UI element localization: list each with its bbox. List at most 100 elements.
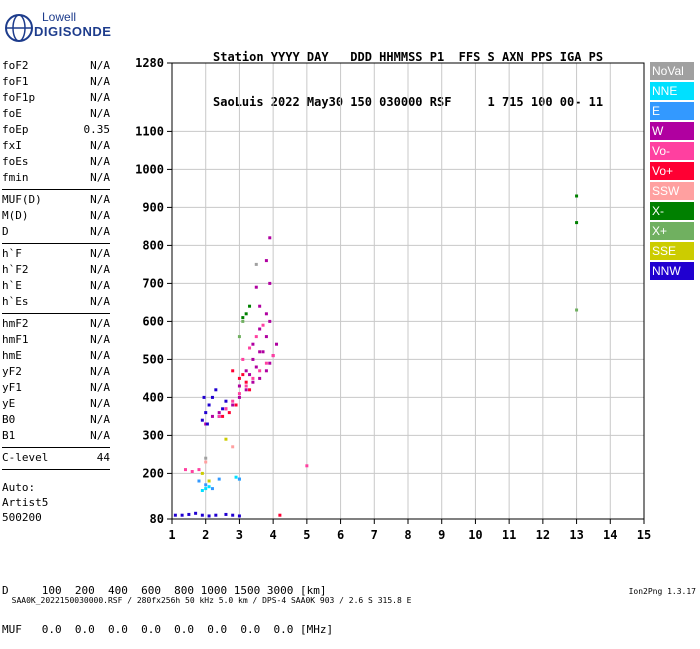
data-point bbox=[224, 437, 228, 441]
param-value: 0.35 bbox=[83, 123, 111, 136]
divider bbox=[2, 469, 110, 470]
y-tick-label: 80 bbox=[150, 512, 164, 526]
param-name: B1 bbox=[2, 429, 16, 442]
data-point bbox=[244, 384, 248, 388]
digisonde-logo: Lowell DIGISONDE bbox=[4, 6, 114, 50]
data-point bbox=[187, 512, 191, 516]
data-point bbox=[254, 285, 258, 289]
data-point bbox=[194, 511, 198, 515]
data-point bbox=[221, 414, 225, 418]
param-name: hmF2 bbox=[2, 317, 29, 330]
param-name: D bbox=[2, 225, 9, 238]
data-point bbox=[258, 376, 262, 380]
data-point bbox=[251, 342, 255, 346]
x-tick-label: 14 bbox=[603, 528, 617, 542]
data-point bbox=[200, 513, 204, 517]
logo-line2: DIGISONDE bbox=[34, 24, 112, 39]
param-value: N/A bbox=[90, 209, 110, 222]
data-point bbox=[200, 471, 204, 475]
param-group-1: foF2 N/A foF1 N/A foF1p N/A foE N/A foEp 0.35 fxI N… bbox=[2, 58, 110, 186]
param-row: foF2 N/A bbox=[2, 58, 110, 74]
param-row: yE N/A bbox=[2, 396, 110, 412]
data-point bbox=[251, 357, 255, 361]
param-name: yF1 bbox=[2, 381, 22, 394]
muf-row: MUF 0.0 0.0 0.0 0.0 0.0 0.0 0.0 0.0 [MHz… bbox=[2, 623, 334, 636]
data-point bbox=[575, 194, 579, 198]
param-row: hmF2 N/A bbox=[2, 316, 110, 332]
data-point bbox=[214, 388, 218, 392]
param-name: C-level bbox=[2, 451, 49, 464]
param-value: N/A bbox=[90, 413, 110, 426]
x-tick-label: 9 bbox=[438, 528, 445, 542]
y-tick-label: 700 bbox=[142, 276, 164, 290]
parameter-panel: foF2 N/A foF1 N/A foF1p N/A foE N/A foEp 0.35 fxI N… bbox=[2, 58, 110, 472]
param-name: yE bbox=[2, 397, 16, 410]
param-row: yF2 N/A bbox=[2, 364, 110, 380]
data-point bbox=[268, 236, 272, 240]
data-point bbox=[244, 369, 248, 373]
data-point bbox=[264, 361, 268, 365]
data-point bbox=[261, 323, 265, 327]
param-value: N/A bbox=[90, 225, 110, 238]
data-point bbox=[268, 319, 272, 323]
data-point bbox=[264, 312, 268, 316]
data-point bbox=[224, 399, 228, 403]
data-point bbox=[248, 304, 252, 308]
data-point bbox=[224, 512, 228, 516]
param-value: N/A bbox=[90, 59, 110, 72]
data-point bbox=[217, 411, 221, 415]
data-point bbox=[264, 259, 268, 263]
data-point bbox=[210, 487, 214, 491]
x-tick-label: 4 bbox=[270, 528, 277, 542]
data-point bbox=[237, 376, 241, 380]
legend-item: NNW bbox=[650, 262, 694, 280]
data-point bbox=[180, 513, 184, 517]
x-tick-label: 8 bbox=[404, 528, 411, 542]
footer-file-info: SAA0K_2022150030000.RSF / 280fx256h 50 k… bbox=[11, 596, 412, 605]
x-tick-label: 5 bbox=[303, 528, 310, 542]
param-value: N/A bbox=[90, 429, 110, 442]
data-point bbox=[190, 470, 194, 473]
data-point bbox=[237, 395, 241, 399]
param-row: h`F2 N/A bbox=[2, 262, 110, 278]
legend-item: NoVal bbox=[650, 62, 694, 80]
header-values: SaoLuis 2022 May30 150 030000 RSF 1 715 … bbox=[213, 95, 604, 109]
param-row: hmE N/A bbox=[2, 348, 110, 364]
legend-item: X+ bbox=[650, 222, 694, 240]
param-group-2: MUF(D) N/A M(D) N/A D N/A bbox=[2, 192, 110, 240]
param-row: foF1p N/A bbox=[2, 90, 110, 106]
distance-row: D 100 200 400 600 800 1000 1500 3000 [km… bbox=[2, 584, 327, 597]
param-name: h`Es bbox=[2, 295, 29, 308]
data-point bbox=[575, 221, 579, 225]
data-point bbox=[221, 407, 225, 411]
param-value: N/A bbox=[90, 365, 110, 378]
data-point bbox=[305, 464, 309, 468]
param-row: hmF1 N/A bbox=[2, 332, 110, 348]
data-point bbox=[237, 384, 241, 388]
param-value: N/A bbox=[90, 91, 110, 104]
param-name: h`E bbox=[2, 279, 22, 292]
data-point bbox=[248, 388, 252, 392]
param-name: foF1p bbox=[2, 91, 36, 104]
param-value: N/A bbox=[90, 171, 110, 184]
data-point bbox=[204, 483, 208, 487]
legend-item: SSW bbox=[650, 182, 694, 200]
param-name: fmin bbox=[2, 171, 29, 184]
param-value: N/A bbox=[90, 107, 110, 120]
param-value: N/A bbox=[90, 193, 110, 206]
data-point bbox=[231, 399, 235, 403]
data-point bbox=[268, 281, 272, 285]
data-point bbox=[261, 350, 265, 354]
x-tick-label: 7 bbox=[371, 528, 378, 542]
data-point bbox=[204, 411, 208, 415]
data-point bbox=[264, 369, 268, 373]
x-tick-label: 10 bbox=[468, 528, 482, 542]
data-point bbox=[244, 380, 248, 384]
data-point bbox=[200, 418, 204, 422]
y-tick-label: 500 bbox=[142, 352, 164, 366]
param-name: h`F bbox=[2, 247, 22, 260]
data-point bbox=[258, 350, 262, 354]
param-value: N/A bbox=[90, 155, 110, 168]
param-row: MUF(D) N/A bbox=[2, 192, 110, 208]
param-value: N/A bbox=[90, 263, 110, 276]
